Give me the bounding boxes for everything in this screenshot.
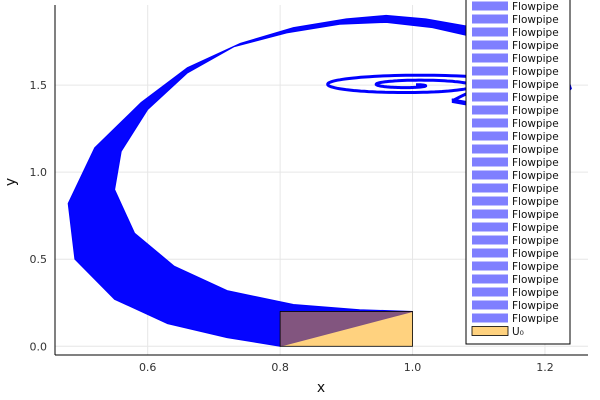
x-tick-label: 1.0	[404, 361, 422, 374]
legend-swatch-flowpipe	[472, 118, 508, 128]
y-tick-label: 0.0	[30, 340, 48, 353]
legend-label-flowpipe: Flowpipe	[512, 27, 559, 39]
legend-swatch-flowpipe	[472, 287, 508, 297]
initial-set-box	[279, 311, 413, 347]
x-tick-label: 1.2	[536, 361, 554, 374]
y-tick-label: 0.5	[30, 253, 48, 266]
legend-label-flowpipe: Flowpipe	[512, 248, 559, 260]
legend-label-flowpipe: Flowpipe	[512, 14, 559, 26]
legend-label-flowpipe: Flowpipe	[512, 118, 559, 130]
legend-label-flowpipe: Flowpipe	[512, 1, 559, 13]
flowpipe-spiral	[326, 73, 507, 94]
legend-swatch-flowpipe	[472, 79, 508, 89]
legend-swatch-flowpipe	[472, 196, 508, 206]
legend-label-flowpipe: Flowpipe	[512, 222, 559, 234]
legend-swatch-flowpipe	[472, 53, 508, 63]
tick-labels: 0.6 0.8 1.0 1.2 0.0 0.5 1.0 1.5	[30, 79, 554, 374]
legend-swatch-flowpipe	[472, 92, 508, 102]
legend-label-flowpipe: Flowpipe	[512, 287, 559, 299]
legend-label-flowpipe: Flowpipe	[512, 170, 559, 182]
y-tick-label: 1.5	[30, 79, 48, 92]
legend-label-initial-set: U₀	[512, 326, 524, 338]
legend-swatch-flowpipe	[472, 1, 508, 11]
initial-set-layer	[279, 311, 413, 347]
legend-swatch-flowpipe	[472, 235, 508, 245]
legend-label-flowpipe: Flowpipe	[512, 209, 559, 221]
legend: FlowpipeFlowpipeFlowpipeFlowpipeFlowpipe…	[465, 0, 571, 345]
legend-label-flowpipe: Flowpipe	[512, 261, 559, 273]
y-axis-label: y	[3, 178, 19, 186]
legend-swatch-flowpipe	[472, 261, 508, 271]
legend-swatch-flowpipe	[472, 170, 508, 180]
legend-label-flowpipe: Flowpipe	[512, 92, 559, 104]
legend-label-flowpipe: Flowpipe	[512, 183, 559, 195]
x-axis-label: x	[317, 380, 325, 396]
legend-swatch-flowpipe	[472, 183, 508, 193]
legend-swatch-flowpipe	[472, 27, 508, 37]
legend-label-flowpipe: Flowpipe	[512, 274, 559, 286]
legend-swatch-flowpipe	[472, 40, 508, 50]
legend-swatch-flowpipe	[472, 222, 508, 232]
x-tick-label: 0.8	[271, 361, 289, 374]
legend-label-flowpipe: Flowpipe	[512, 79, 559, 91]
legend-label-flowpipe: Flowpipe	[512, 300, 559, 312]
legend-label-flowpipe: Flowpipe	[512, 157, 559, 169]
legend-swatch-flowpipe	[472, 157, 508, 167]
legend-label-flowpipe: Flowpipe	[512, 196, 559, 208]
x-tick-label: 0.6	[139, 361, 157, 374]
legend-swatch-flowpipe	[472, 105, 508, 115]
legend-label-flowpipe: Flowpipe	[512, 53, 559, 65]
legend-label-flowpipe: Flowpipe	[512, 131, 559, 143]
legend-swatch-flowpipe	[472, 131, 508, 141]
axes	[54, 5, 588, 356]
legend-label-flowpipe: Flowpipe	[512, 144, 559, 156]
legend-swatch-flowpipe	[472, 66, 508, 76]
legend-swatch-flowpipe	[472, 248, 508, 258]
legend-label-flowpipe: Flowpipe	[512, 313, 559, 325]
legend-swatch-flowpipe	[472, 14, 508, 24]
legend-swatch-flowpipe	[472, 300, 508, 310]
y-tick-label: 1.0	[30, 166, 48, 179]
legend-label-flowpipe: Flowpipe	[512, 66, 559, 78]
legend-label-flowpipe: Flowpipe	[512, 40, 559, 52]
legend-label-flowpipe: Flowpipe	[512, 235, 559, 247]
legend-swatch-flowpipe	[472, 144, 508, 154]
legend-swatch-flowpipe	[472, 209, 508, 219]
legend-swatch-flowpipe	[472, 274, 508, 284]
legend-swatch-flowpipe	[472, 313, 508, 323]
legend-label-flowpipe: Flowpipe	[512, 105, 559, 117]
legend-swatch-initial-set	[471, 326, 509, 336]
